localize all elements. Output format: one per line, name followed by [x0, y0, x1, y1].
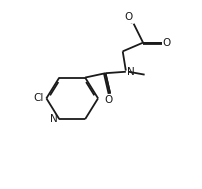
Text: O: O [163, 38, 171, 48]
Text: O: O [125, 12, 133, 22]
Text: Cl: Cl [34, 93, 44, 103]
Text: N: N [127, 67, 134, 77]
Text: N: N [50, 114, 57, 124]
Text: O: O [104, 95, 113, 105]
